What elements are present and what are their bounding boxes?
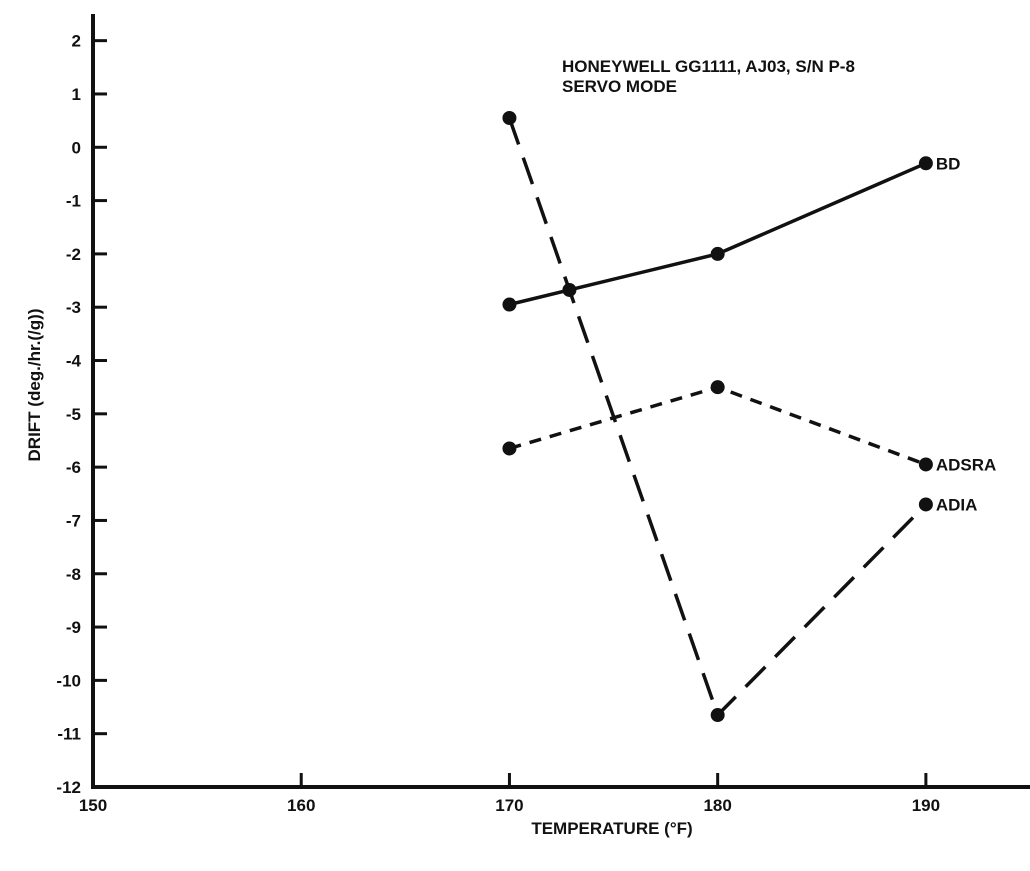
- y-tick-label: -2: [66, 245, 81, 264]
- series-adsra: ADSRA: [502, 380, 996, 474]
- y-tick-label: -6: [66, 458, 81, 477]
- data-point: [918, 497, 933, 512]
- series-label: ADIA: [936, 495, 978, 514]
- y-tick-label: -10: [56, 671, 81, 690]
- y-tick-label: 2: [72, 32, 81, 51]
- x-tick-label: 170: [495, 796, 523, 815]
- y-axis-title: DRIFT (deg./hr.(/g)): [25, 309, 44, 462]
- y-tick-label: -11: [57, 725, 81, 744]
- y-tick-label: -8: [66, 565, 81, 584]
- x-axis-title: TEMPERATURE (°F): [531, 819, 692, 838]
- data-point: [710, 380, 725, 395]
- y-tick-label: -5: [66, 405, 81, 424]
- y-tick-label: -1: [66, 192, 81, 211]
- series-line: [507, 117, 928, 717]
- data-point: [710, 246, 725, 261]
- series-line: [508, 161, 927, 307]
- data-point: [502, 297, 517, 312]
- x-tick-label: 160: [287, 796, 315, 815]
- y-tick-label: -12: [56, 778, 81, 797]
- data-point: [502, 441, 517, 456]
- x-tick-label: 150: [79, 796, 107, 815]
- intersection-point: [562, 282, 577, 297]
- y-tick-label: -9: [66, 618, 81, 637]
- series-layer: BD ADSRA ADIA: [502, 110, 996, 723]
- data-point: [710, 708, 725, 723]
- data-point: [502, 110, 517, 125]
- series-line: [508, 385, 927, 467]
- x-tick-label: 180: [703, 796, 731, 815]
- y-tick-label: -4: [66, 352, 82, 371]
- series-label: BD: [936, 154, 961, 173]
- series-adia: ADIA: [502, 110, 978, 723]
- axes: [91, 14, 1030, 789]
- y-tick-label: -7: [66, 511, 81, 530]
- y-tick-label: 0: [72, 138, 81, 157]
- y-tick-label: 1: [72, 85, 81, 104]
- annotation-line-1: HONEYWELL GG1111, AJ03, S/N P-8: [562, 57, 855, 76]
- series-bd: BD: [502, 154, 961, 312]
- y-tick-label: -3: [66, 298, 81, 317]
- data-point: [918, 457, 933, 472]
- series-label: ADSRA: [936, 455, 996, 474]
- annotation-line-2: SERVO MODE: [562, 77, 677, 96]
- chart-annotation: HONEYWELL GG1111, AJ03, S/N P-8 SERVO MO…: [562, 57, 860, 96]
- x-tick-label: 190: [912, 796, 940, 815]
- data-point: [918, 156, 933, 171]
